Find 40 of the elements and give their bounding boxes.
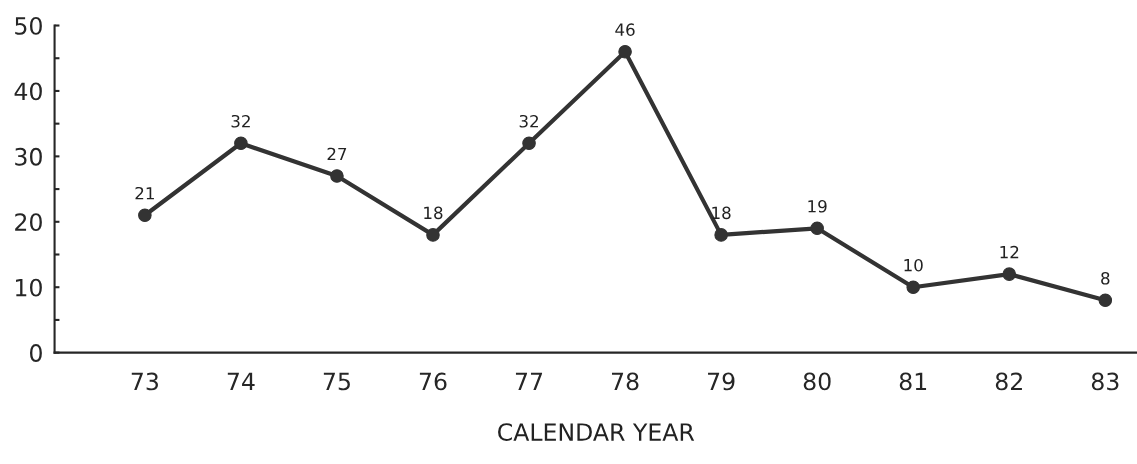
x-tick-label: 81	[899, 372, 927, 391]
x-tick-label: 75	[323, 372, 350, 391]
point	[330, 169, 344, 183]
y-tick-label: 20	[15, 213, 42, 232]
point	[138, 208, 152, 223]
x-tick-label: 78	[612, 372, 639, 391]
point	[810, 221, 824, 236]
x-tick-label: 74	[227, 372, 255, 391]
x-tick-label: 80	[803, 372, 831, 391]
data-label: 46	[615, 23, 635, 36]
data-label: 18	[424, 206, 443, 220]
x-tick-label: 77	[515, 372, 543, 391]
x-tick-label: 83	[1091, 372, 1119, 391]
x-tick-label: 79	[708, 372, 735, 391]
data-label: 32	[519, 114, 538, 128]
point	[714, 228, 728, 242]
y-tick-label: 0	[30, 344, 42, 362]
y-tick-label: 40	[14, 82, 42, 101]
data-label: 19	[808, 200, 827, 213]
y-tick-label: 50	[15, 16, 42, 35]
data-label: 12	[1000, 245, 1019, 259]
point	[618, 44, 632, 59]
x-tick-label: 73	[131, 372, 158, 391]
point	[522, 136, 536, 151]
data-label: 8	[1101, 271, 1110, 285]
x-axis-title: CALENDAR YEAR	[498, 423, 695, 441]
y-tick-label: 10	[16, 278, 42, 297]
point	[1098, 293, 1113, 308]
y-tick-label: 30	[15, 147, 42, 166]
x-tick-label: 76	[419, 372, 447, 391]
point	[234, 136, 248, 151]
data-label: 18	[712, 206, 731, 220]
x-tick-label: 82	[995, 372, 1022, 391]
point	[426, 228, 440, 242]
data-label: 32	[231, 114, 250, 128]
data-label: 10	[904, 258, 923, 272]
data-label: 21	[135, 186, 154, 200]
point	[906, 280, 920, 294]
data-label: 27	[327, 147, 347, 161]
point	[1002, 267, 1017, 281]
